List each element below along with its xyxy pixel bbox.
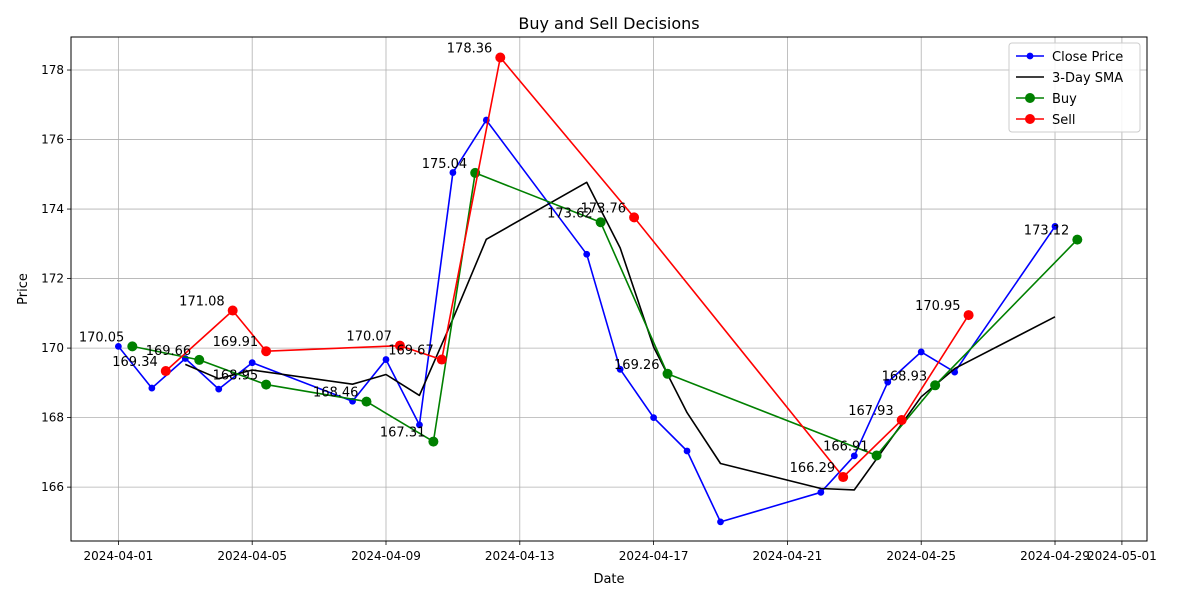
data-label: 173.62	[547, 206, 593, 221]
y-tick-label: 174	[41, 202, 64, 216]
x-tick-label: 2024-04-13	[485, 549, 555, 563]
data-label: 167.93	[848, 404, 894, 419]
buy-marker	[261, 379, 272, 390]
legend-box	[1008, 42, 1141, 133]
y-axis-label: Price	[16, 273, 31, 305]
close-price-marker	[382, 356, 390, 363]
buy-marker	[871, 450, 882, 461]
data-label: 169.91	[213, 335, 259, 350]
series-buy	[127, 167, 1083, 461]
sell-marker	[629, 212, 640, 223]
chart-title: Buy and Sell Decisions	[518, 14, 699, 33]
legend-entry-label: 3-Day SMA	[1052, 71, 1123, 86]
data-label: 175.04	[422, 157, 468, 172]
sell-marker	[963, 310, 974, 321]
sell-marker	[838, 472, 849, 483]
sell-marker	[261, 346, 272, 357]
x-tick-label: 2024-04-17	[619, 549, 689, 563]
axis-ticks: 2024-04-01 2024-04-05 2024-04-09 2024-04-13…	[41, 63, 1157, 563]
x-tick-label: 2024-05-01	[1087, 549, 1157, 563]
close-price-marker	[148, 384, 156, 392]
close-price-marker	[884, 378, 892, 386]
data-label: 167.31	[380, 426, 426, 441]
y-tick-label: 176	[41, 133, 64, 147]
data-label: 169.66	[146, 344, 192, 359]
legend: Close Price 3-Day SMA Buy Sell	[1008, 42, 1141, 133]
x-tick-label: 2024-04-25	[886, 549, 956, 563]
data-label: 166.91	[823, 439, 869, 454]
data-label: 171.08	[179, 295, 225, 310]
close-price-marker	[583, 250, 591, 258]
data-label: 170.05	[79, 330, 125, 345]
close-price-marker	[683, 447, 691, 455]
buy-marker	[930, 380, 941, 391]
data-label: 170.95	[915, 299, 961, 314]
data-labels: 170.05 169.66 168.95 168.46 167.31 175.04 173.…	[79, 42, 1069, 477]
data-label: 173.12	[1024, 224, 1070, 239]
sell-marker	[227, 305, 238, 316]
data-label: 169.34	[112, 355, 158, 370]
x-tick-label: 2024-04-29	[1020, 549, 1090, 563]
data-label: 173.76	[581, 201, 627, 216]
legend-swatch-marker	[1025, 114, 1035, 124]
close-price-marker	[817, 488, 825, 496]
sell-line	[165, 56, 970, 478]
sell-marker	[394, 340, 405, 351]
sell-marker	[160, 366, 171, 377]
close-price-marker	[650, 414, 658, 422]
x-tick-label: 2024-04-21	[753, 549, 823, 563]
buy-marker	[127, 341, 138, 352]
y-tick-label: 168	[41, 411, 64, 425]
data-label: 169.26	[614, 358, 660, 373]
close-price-marker	[917, 348, 925, 356]
data-label: 166.29	[790, 461, 836, 476]
data-label: 170.07	[346, 330, 392, 345]
x-axis-label: Date	[593, 572, 624, 587]
close-price-marker	[850, 452, 858, 460]
data-label: 168.46	[313, 386, 359, 401]
x-tick-label: 2024-04-09	[351, 549, 421, 563]
legend-entry-label: Close Price	[1052, 50, 1123, 65]
data-label: 169.67	[388, 344, 434, 359]
series-close-price	[114, 116, 1059, 526]
legend-swatch-marker	[1026, 52, 1034, 60]
buy-marker	[595, 217, 606, 228]
close-price-marker	[114, 342, 122, 350]
legend-swatch-marker	[1025, 93, 1035, 103]
buy-marker	[361, 396, 372, 407]
sell-marker	[896, 415, 907, 426]
buy-marker	[428, 436, 439, 447]
y-tick-label: 166	[41, 480, 64, 494]
data-label: 168.95	[213, 369, 259, 384]
series-layer	[114, 52, 1083, 526]
data-label: 178.36	[447, 42, 493, 57]
close-price-marker	[449, 169, 457, 176]
x-tick-label: 2024-04-05	[217, 549, 287, 563]
y-tick-label: 170	[41, 341, 64, 355]
y-tick-label: 172	[41, 272, 64, 286]
x-tick-label: 2024-04-01	[84, 549, 154, 563]
close-price-marker	[616, 365, 624, 373]
sell-marker	[495, 52, 506, 63]
close-price-marker	[215, 385, 223, 393]
close-price-marker	[416, 421, 423, 429]
data-label: 168.93	[882, 369, 928, 384]
buy-marker	[1072, 234, 1083, 245]
close-price-marker	[248, 359, 256, 367]
legend-entry-label: Sell	[1052, 113, 1075, 128]
plot-frame	[70, 36, 1148, 542]
series-sell	[160, 52, 974, 483]
close-price-marker	[1051, 223, 1059, 230]
buy-marker	[194, 354, 205, 365]
legend-entry-label: Buy	[1052, 92, 1077, 107]
y-tick-label: 178	[41, 63, 64, 77]
close-price-marker	[717, 518, 724, 526]
sell-marker	[436, 354, 447, 365]
buy-marker	[662, 368, 673, 379]
